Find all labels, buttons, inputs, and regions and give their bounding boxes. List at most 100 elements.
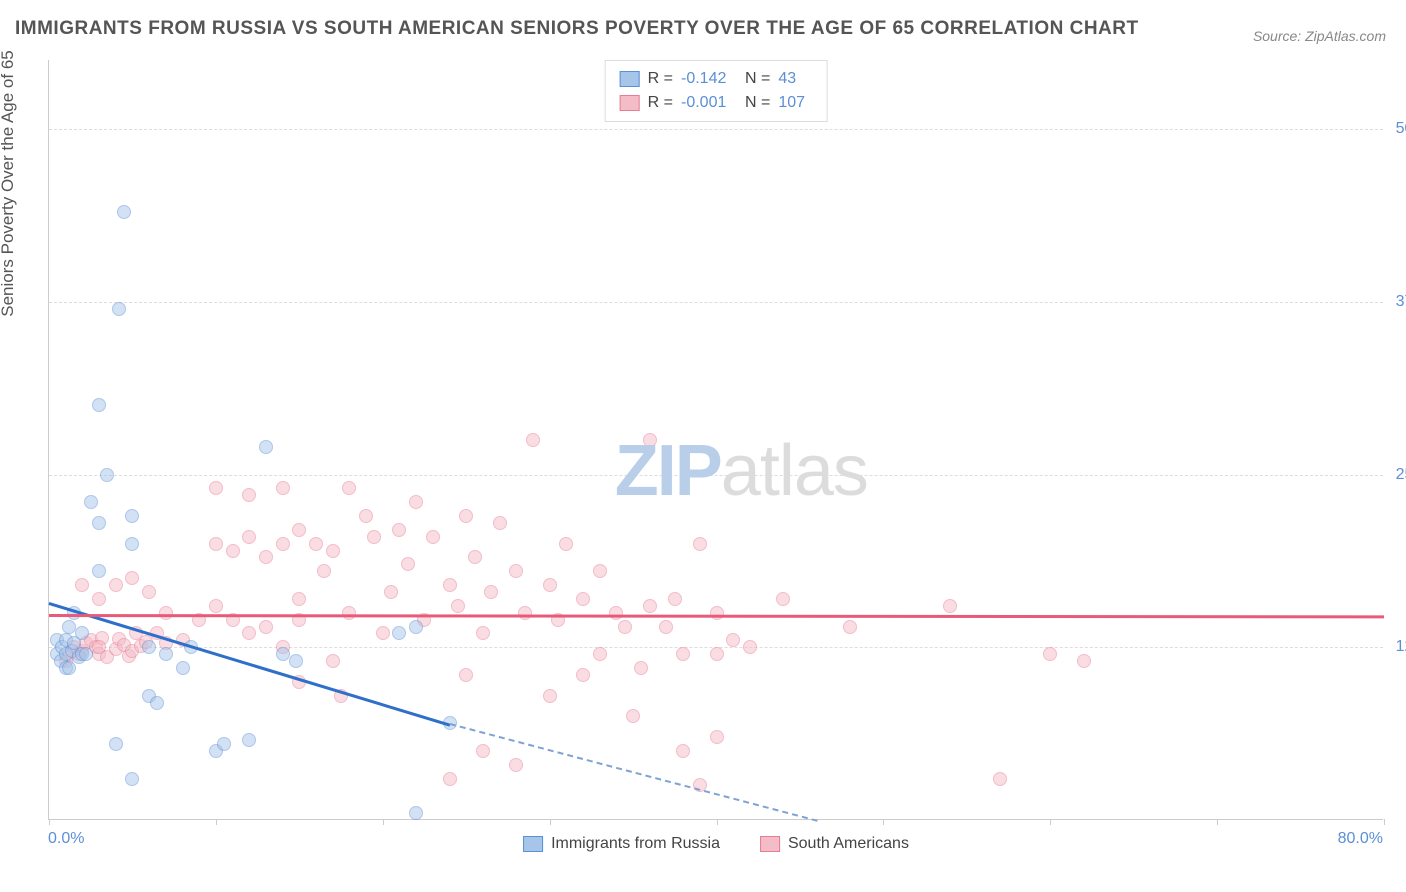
x-tick [216, 819, 217, 825]
data-point [209, 599, 223, 613]
data-point [576, 592, 590, 606]
data-point [142, 640, 156, 654]
source-attribution: Source: ZipAtlas.com [1253, 28, 1386, 44]
data-point [242, 626, 256, 640]
gridline [49, 302, 1383, 303]
data-point [392, 523, 406, 537]
data-point [259, 620, 273, 634]
legend-row-russia: R = -0.142 N = 43 [620, 67, 813, 91]
data-point [409, 620, 423, 634]
data-point [643, 433, 657, 447]
data-point [710, 606, 724, 620]
data-point [159, 647, 173, 661]
data-point [75, 626, 89, 640]
data-point [409, 806, 423, 820]
data-point [543, 578, 557, 592]
data-point [92, 592, 106, 606]
data-point [626, 709, 640, 723]
data-point [451, 599, 465, 613]
data-point [1043, 647, 1057, 661]
data-point [159, 606, 173, 620]
x-tick [383, 819, 384, 825]
data-point [259, 550, 273, 564]
gridline [49, 129, 1383, 130]
data-point [710, 647, 724, 661]
data-point [693, 537, 707, 551]
data-point [509, 564, 523, 578]
data-point [150, 696, 164, 710]
data-point [384, 585, 398, 599]
data-point [259, 440, 273, 454]
data-point [109, 737, 123, 751]
data-point [593, 564, 607, 578]
data-point [743, 640, 757, 654]
x-tick [1384, 819, 1385, 825]
data-point [209, 537, 223, 551]
data-point [92, 398, 106, 412]
data-point [993, 772, 1007, 786]
data-point [509, 758, 523, 772]
data-point [359, 509, 373, 523]
data-point [484, 585, 498, 599]
gridline [49, 475, 1383, 476]
legend-swatch-south-american [620, 95, 640, 111]
data-point [376, 626, 390, 640]
data-point [226, 544, 240, 558]
data-point [317, 564, 331, 578]
data-point [309, 537, 323, 551]
data-point [726, 633, 740, 647]
data-point [92, 516, 106, 530]
data-point [367, 530, 381, 544]
data-point [125, 537, 139, 551]
data-point [468, 550, 482, 564]
data-point [676, 744, 690, 758]
data-point [326, 654, 340, 668]
data-point [92, 564, 106, 578]
data-point [142, 585, 156, 599]
data-point [543, 689, 557, 703]
data-point [943, 599, 957, 613]
data-point [443, 578, 457, 592]
y-axis-title: Seniors Poverty Over the Age of 65 [0, 50, 18, 316]
legend-label: South Americans [788, 835, 909, 853]
x-tick [1217, 819, 1218, 825]
data-point [242, 733, 256, 747]
data-point [292, 592, 306, 606]
data-point [1077, 654, 1091, 668]
data-point [292, 523, 306, 537]
chart-title: IMMIGRANTS FROM RUSSIA VS SOUTH AMERICAN… [15, 18, 1139, 40]
x-axis-max-label: 80.0% [1338, 830, 1383, 848]
data-point [476, 744, 490, 758]
legend-swatch-russia [620, 71, 640, 87]
x-tick [1050, 819, 1051, 825]
series-legend: Immigrants from Russia South Americans [523, 835, 909, 853]
data-point [634, 661, 648, 675]
data-point [176, 661, 190, 675]
data-point [526, 433, 540, 447]
data-point [659, 620, 673, 634]
data-point [843, 620, 857, 634]
data-point [125, 772, 139, 786]
data-point [289, 654, 303, 668]
data-point [518, 606, 532, 620]
x-tick [883, 819, 884, 825]
data-point [710, 730, 724, 744]
data-point [443, 772, 457, 786]
data-point [668, 592, 682, 606]
data-point [217, 737, 231, 751]
legend-swatch-icon [523, 836, 543, 852]
trend-line-extrapolated [449, 723, 817, 822]
data-point [392, 626, 406, 640]
data-point [342, 606, 356, 620]
data-point [459, 668, 473, 682]
legend-label: Immigrants from Russia [551, 835, 720, 853]
data-point [242, 530, 256, 544]
data-point [342, 481, 356, 495]
data-point [117, 205, 131, 219]
data-point [609, 606, 623, 620]
data-point [100, 468, 114, 482]
data-point [476, 626, 490, 640]
legend-row-south-american: R = -0.001 N = 107 [620, 91, 813, 115]
y-tick-label: 25.0% [1396, 466, 1406, 484]
data-point [401, 557, 415, 571]
